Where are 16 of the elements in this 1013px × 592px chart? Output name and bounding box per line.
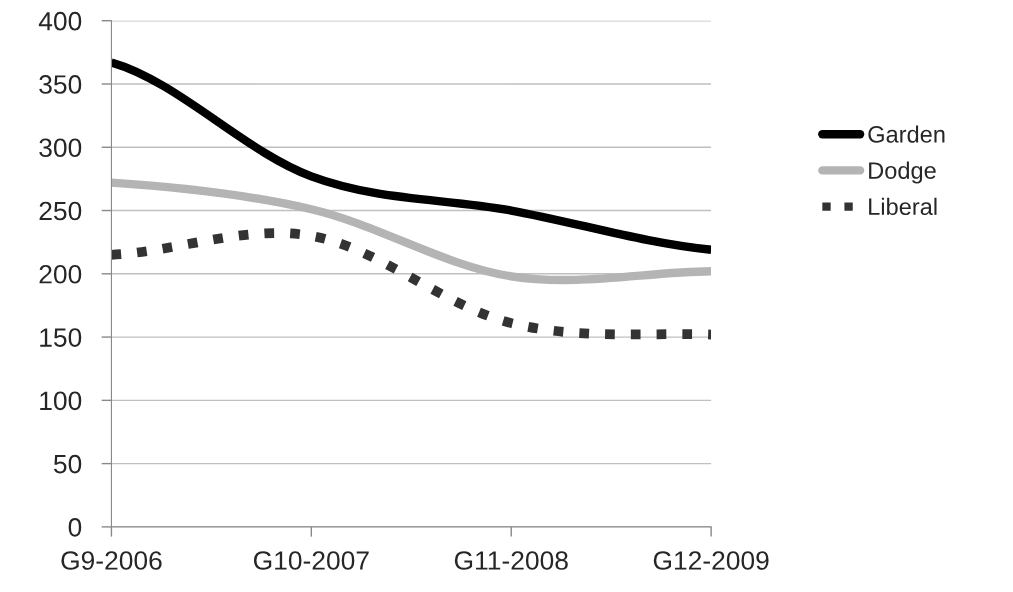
y-tick-label: 150	[40, 328, 82, 347]
x-tick-label: G12-2009	[653, 551, 769, 570]
y-tick-label: 400	[38, 11, 82, 31]
y-tick-label: 300	[39, 138, 82, 158]
legend-label: Dodge	[869, 161, 936, 184]
y-tick-label: 350	[39, 75, 82, 94]
x-tick-label: G10-2007	[253, 551, 369, 570]
y-tick-label: 200	[39, 264, 82, 284]
x-tick-label: G11-2008	[454, 551, 568, 570]
y-tick-label: 50	[53, 454, 82, 474]
y-tick-label: 100	[40, 391, 82, 411]
x-tick-label: G9-2006	[61, 551, 162, 570]
legend-label: Liberal	[869, 197, 937, 216]
legend-label: Garden	[868, 125, 945, 143]
y-tick-label: 0	[68, 518, 82, 537]
y-tick-label: 250	[39, 201, 82, 221]
